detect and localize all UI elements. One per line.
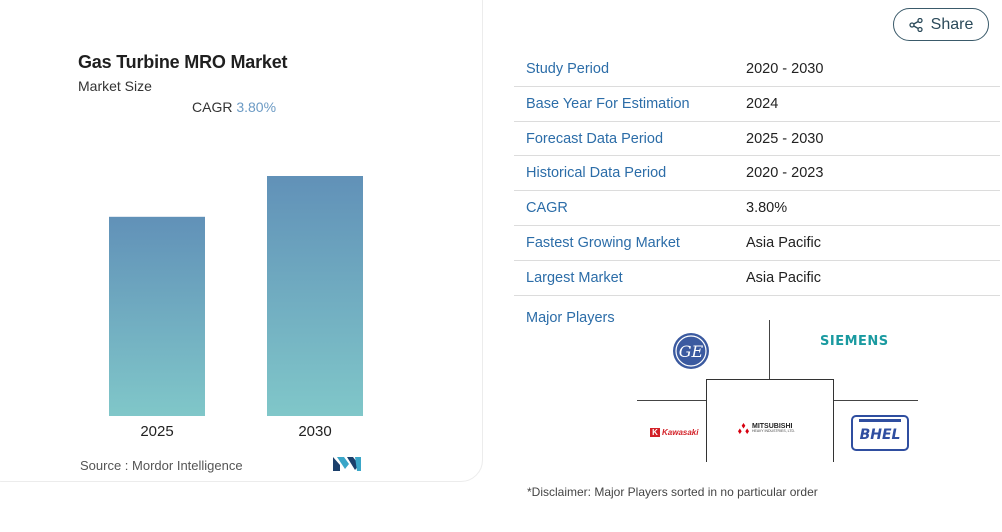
info-row-study-period: Study Period 2020 - 2030	[514, 52, 1000, 87]
bar-2030	[267, 176, 363, 416]
mitsubishi-logo-text: MITSUBISHI	[752, 423, 793, 431]
players-divider	[769, 320, 770, 380]
share-button[interactable]: Share	[893, 8, 989, 41]
info-key: Forecast Data Period	[526, 130, 664, 147]
info-value: 2020 - 2030	[746, 61, 824, 77]
market-size-card	[0, 0, 483, 482]
info-row-base-year: Base Year For Estimation 2024	[514, 87, 1000, 122]
info-value: 2025 - 2030	[746, 130, 824, 147]
info-key: Largest Market	[526, 269, 623, 286]
kawasaki-mark-icon: K	[650, 428, 660, 437]
ge-logo-text: GE	[679, 342, 704, 361]
player-logo-bhel: BHEL	[851, 415, 909, 451]
info-key: CAGR	[526, 200, 568, 217]
mitsubishi-diamonds-icon	[738, 423, 749, 434]
info-row-forecast-period: Forecast Data Period 2025 - 2030	[514, 122, 1000, 157]
bar-2025	[109, 216, 205, 416]
player-logo-kawasaki: K Kawasaki	[650, 428, 698, 437]
chart-subtitle: Market Size	[78, 78, 152, 94]
player-logo-siemens: SIEMENS	[820, 334, 889, 349]
share-icon	[908, 17, 923, 32]
market-size-bar-chart: 2025 2030	[109, 176, 363, 440]
info-row-fastest-growing: Fastest Growing Market Asia Pacific	[514, 226, 1000, 261]
player-logo-ge: GE	[672, 332, 710, 370]
info-row-cagr: CAGR 3.80%	[514, 191, 1000, 226]
share-label: Share	[930, 15, 974, 33]
info-key: Study Period	[526, 61, 610, 77]
x-tick-label: 2025	[140, 423, 173, 440]
cagr-indicator: CAGR 3.80%	[192, 99, 276, 115]
source-note: Source : Mordor Intelligence	[80, 458, 243, 473]
info-value: 2020 - 2023	[746, 165, 824, 182]
mitsubishi-logo-subtext: HEAVY INDUSTRIES, LTD.	[752, 429, 795, 434]
info-value: Asia Pacific	[746, 234, 821, 251]
info-key: Fastest Growing Market	[526, 234, 680, 251]
info-key: Historical Data Period	[526, 165, 667, 182]
major-players-label: Major Players	[526, 310, 615, 326]
players-center-box	[706, 379, 834, 462]
source-label: Source :	[80, 458, 129, 473]
bhel-top-rule	[859, 419, 901, 422]
info-value: 3.80%	[746, 200, 788, 217]
market-info-table: Study Period 2020 - 2030 Base Year For E…	[514, 52, 1000, 296]
cagr-label: CAGR	[192, 99, 233, 115]
info-row-historical-period: Historical Data Period 2020 - 2023	[514, 156, 1000, 192]
info-value: Asia Pacific	[746, 269, 821, 286]
chart-title: Gas Turbine MRO Market	[78, 52, 288, 72]
disclaimer-text: *Disclaimer: Major Players sorted in no …	[527, 485, 818, 499]
info-key: Base Year For Estimation	[526, 95, 690, 112]
kawasaki-logo-text: Kawasaki	[662, 428, 699, 437]
mordor-intelligence-logo-icon	[333, 457, 361, 471]
player-logo-mitsubishi: MITSUBISHI HEAVY INDUSTRIES, LTD.	[738, 423, 795, 434]
bhel-logo-text: BHEL	[859, 427, 901, 443]
source-value: Mordor Intelligence	[132, 458, 243, 473]
ge-logo-icon: GE	[673, 333, 709, 369]
info-row-largest-market: Largest Market Asia Pacific	[514, 261, 1000, 296]
cagr-value: 3.80%	[236, 99, 277, 115]
info-value: 2024	[746, 95, 779, 112]
x-tick-label: 2030	[298, 423, 331, 440]
